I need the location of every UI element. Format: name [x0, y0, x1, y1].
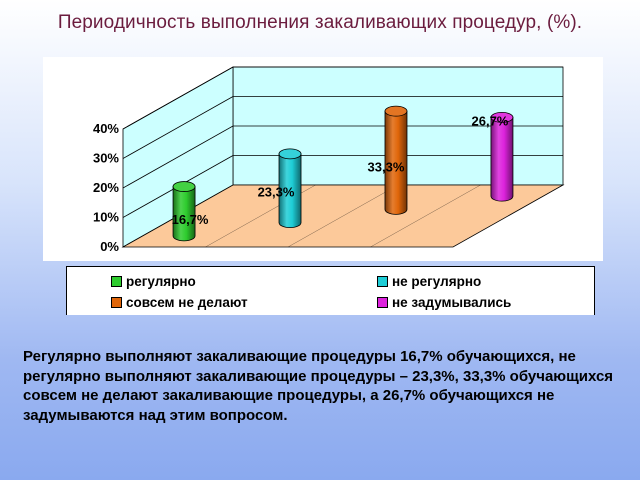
- bar-совсем-не-делают: [384, 110, 408, 215]
- legend-item-never: совсем не делают: [111, 295, 248, 310]
- legend-swatch: [111, 297, 122, 308]
- bar-top: [490, 111, 514, 123]
- data-label: 33,3%: [368, 159, 405, 174]
- bar-регулярно: [172, 186, 196, 242]
- chart-svg: 0% 10% 20% 30% 40% 16,7% 23,3% 33,3% 26,7%: [93, 66, 565, 254]
- data-label: 23,3%: [258, 185, 295, 200]
- data-label: 26,7%: [472, 113, 509, 128]
- gridline-side: [122, 66, 234, 130]
- chart-title: Периодичность выполнения закаливающих пр…: [57, 12, 583, 33]
- bar-top: [278, 148, 302, 160]
- legend-item-not-thought: не задумывались: [377, 295, 511, 310]
- bar-не-регулярно: [278, 153, 302, 228]
- data-label: 16,7%: [172, 212, 209, 227]
- legend-swatch: [377, 297, 388, 308]
- legend-swatch: [377, 276, 388, 287]
- summary-text: Регулярно выполняют закаливающие процеду…: [23, 348, 614, 424]
- chart-area: 0% 10% 20% 30% 40% 16,7% 23,3% 33,3% 26,7%: [43, 57, 603, 261]
- bar-не-задумывались: [490, 116, 514, 202]
- legend-item-irregularly: не регулярно: [377, 274, 481, 289]
- floor-divider: [370, 184, 481, 248]
- bar-top: [172, 181, 196, 192]
- legend-item-regularly: регулярно: [111, 274, 196, 289]
- y-tick-label: 0%: [100, 239, 119, 254]
- chart-legend: регулярно не регулярно совсем не делают …: [66, 266, 595, 315]
- legend-label: регулярно: [126, 274, 196, 289]
- y-tick-label: 30%: [93, 151, 119, 166]
- gridline-side: [122, 96, 234, 159]
- y-tick-label: 10%: [93, 210, 119, 225]
- y-tick-label: 20%: [93, 180, 119, 195]
- legend-label: не регулярно: [392, 274, 482, 289]
- legend-swatch: [111, 276, 122, 287]
- floor-divider: [287, 184, 399, 248]
- legend-label: совсем не делают: [126, 295, 248, 310]
- legend-label: не задумывались: [392, 295, 512, 310]
- bar-top: [384, 105, 408, 117]
- gridline-side: [122, 125, 234, 189]
- y-tick-label: 40%: [93, 121, 119, 136]
